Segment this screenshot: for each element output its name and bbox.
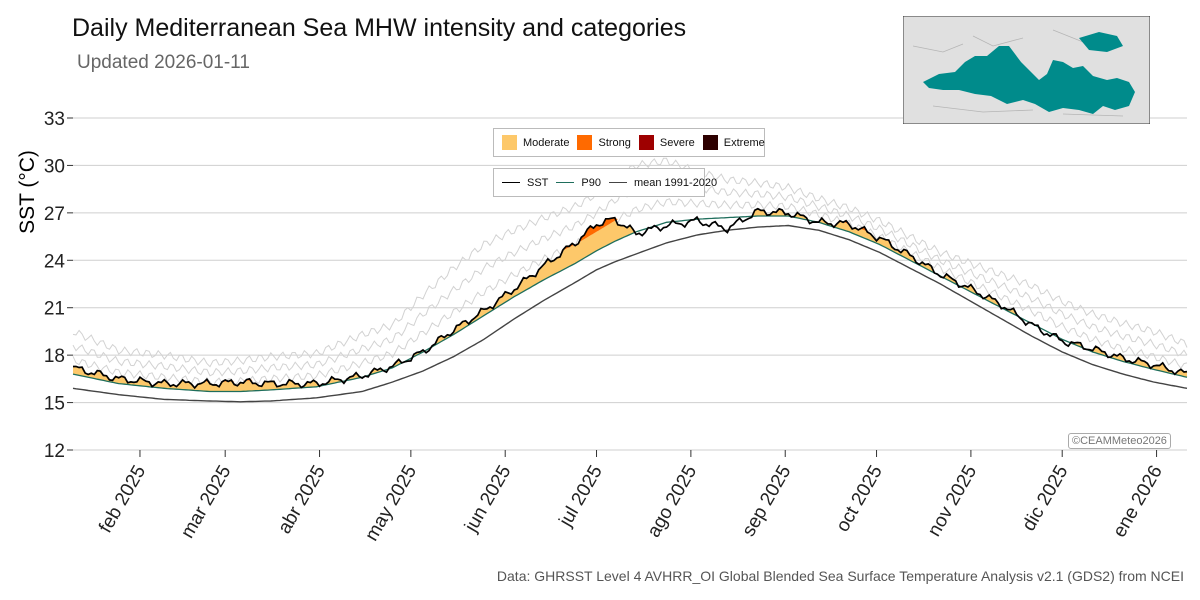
y-tick-label-18: 18 [44, 346, 65, 367]
legend-key-sst [502, 182, 520, 183]
x-tick-label-2: abr 2025 [274, 462, 330, 537]
legend-label-sst: SST [527, 176, 549, 189]
legend-item-moderate: Moderate [502, 135, 569, 150]
y-tick-label-21: 21 [44, 299, 65, 320]
y-tick-label-15: 15 [44, 394, 65, 415]
legend-label-mean: mean 1991-2020 [633, 176, 718, 189]
legend-key-mean [608, 182, 627, 183]
legend-item-p90: P90 [556, 177, 601, 189]
threshold-ribbon-4 [72, 157, 1188, 368]
x-tick-label-9: nov 2025 [924, 462, 981, 540]
legend-swatch-strong [577, 135, 593, 150]
p90-line [72, 215, 1188, 393]
legend-item-mean: mean 1991-2020 [608, 176, 718, 189]
y-tick-label-30: 30 [44, 156, 65, 177]
x-tick-labels: feb 2025 mar 2025 abr 2025 may 2025 jun 2025… [95, 450, 1167, 545]
y-tick-label-24: 24 [44, 251, 66, 272]
y-axis-label: SST (°C) [16, 150, 39, 234]
legend-swatch-severe [638, 135, 654, 150]
mediterranean-inset-map [903, 16, 1150, 124]
legend-label-strong: Strong [598, 136, 631, 149]
category-legend: Moderate Strong Severe Extreme [493, 128, 765, 157]
data-source-caption: Data: GHRSST Level 4 AVHRR_OI Global Ble… [496, 568, 1184, 584]
legend-key-p90 [556, 182, 575, 183]
legend-item-extreme: Extreme [702, 135, 765, 150]
x-tick-label-8: oct 2025 [832, 462, 887, 536]
x-tick-label-0: feb 2025 [95, 462, 150, 537]
line-legend: SST P90 mean 1991-2020 [493, 168, 717, 197]
legend-item-sst: SST [502, 177, 548, 189]
map-sea-area [923, 46, 1135, 114]
x-tick-label-7: sep 2025 [738, 462, 795, 540]
series-lines [72, 207, 1188, 403]
legend-swatch-moderate [502, 135, 517, 150]
x-tick-label-11: ene 2026 [1109, 462, 1167, 541]
legend-label-p90: P90 [581, 176, 601, 189]
y-tick-label-12: 12 [44, 441, 65, 462]
chart-title: Daily Mediterranean Sea MHW intensity an… [72, 14, 687, 42]
credit-badge: ©CEAMMeteo2026 [1068, 433, 1171, 449]
map-black-sea [1079, 32, 1123, 52]
legend-label-moderate: Moderate [523, 136, 570, 149]
mean-line [72, 224, 1188, 403]
x-tick-label-10: dic 2025 [1018, 462, 1072, 535]
threshold-ribbon-3 [72, 176, 1188, 377]
x-tick-label-1: mar 2025 [177, 462, 235, 542]
legend-swatch-extreme [702, 135, 718, 150]
legend-item-severe: Severe [638, 135, 695, 150]
x-tick-label-6: ago 2025 [643, 462, 701, 541]
y-tick-label-33: 33 [44, 109, 65, 130]
legend-item-strong: Strong [577, 135, 631, 150]
y-tick-labels: 12 15 18 21 24 27 30 33 [44, 109, 73, 462]
legend-label-extreme: Extreme [723, 136, 765, 149]
sst-line [73, 207, 1188, 390]
legend-label-severe: Severe [659, 136, 695, 149]
x-tick-label-4: jun 2025 [460, 462, 515, 537]
x-tick-label-3: may 2025 [361, 462, 421, 545]
x-tick-label-5: jul 2025 [555, 462, 607, 531]
category-fills [73, 201, 1187, 392]
y-tick-label-27: 27 [44, 204, 65, 225]
moderate-category-fill [73, 208, 1187, 392]
threshold-ribbon-2 [72, 198, 1188, 387]
chart-subtitle: Updated 2026-01-11 [77, 52, 250, 73]
